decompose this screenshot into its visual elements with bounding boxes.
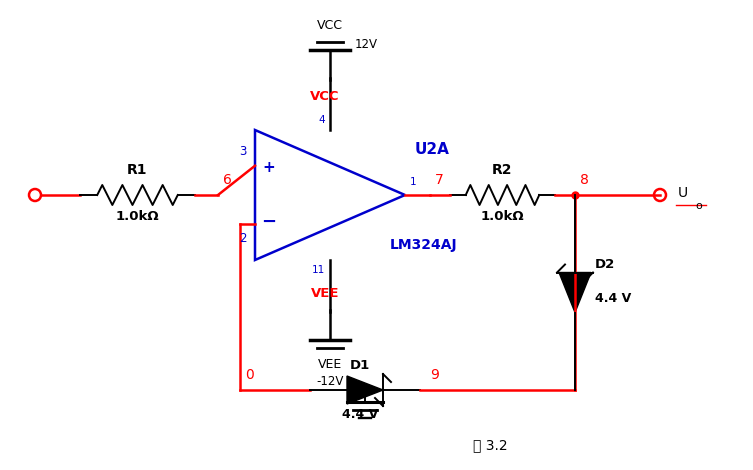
Text: D1: D1 — [350, 359, 370, 372]
Text: 4: 4 — [319, 115, 325, 125]
Text: 4.4 V: 4.4 V — [595, 292, 631, 306]
Text: 2: 2 — [239, 232, 247, 245]
Text: 1: 1 — [410, 177, 416, 187]
Text: +: + — [263, 160, 276, 175]
Polygon shape — [559, 273, 591, 313]
Text: VCC: VCC — [317, 19, 343, 32]
Text: 3: 3 — [239, 145, 247, 158]
Text: VEE: VEE — [318, 358, 342, 371]
Text: 9: 9 — [430, 368, 439, 382]
Text: o: o — [695, 201, 702, 211]
Text: 1.0kΩ: 1.0kΩ — [480, 210, 524, 223]
Text: -12V: -12V — [316, 375, 343, 388]
Polygon shape — [347, 376, 383, 404]
Text: R1: R1 — [127, 163, 148, 177]
Text: 6: 6 — [223, 173, 232, 187]
Text: 11: 11 — [312, 265, 325, 275]
Text: R2: R2 — [492, 163, 513, 177]
Text: 7: 7 — [435, 173, 444, 187]
Text: 4.4 V: 4.4 V — [342, 408, 378, 421]
Text: 图 3.2: 图 3.2 — [473, 438, 508, 452]
Text: VEE: VEE — [311, 287, 340, 300]
Text: U: U — [678, 186, 688, 200]
Text: 1.0kΩ: 1.0kΩ — [116, 210, 160, 223]
Text: −: − — [261, 213, 276, 231]
Text: 0: 0 — [245, 368, 254, 382]
Text: 8: 8 — [580, 173, 589, 187]
Text: 12V: 12V — [355, 39, 378, 52]
Text: U2A: U2A — [415, 142, 450, 157]
Text: VCC: VCC — [310, 90, 340, 103]
Text: LM324AJ: LM324AJ — [390, 238, 458, 252]
Text: D2: D2 — [595, 258, 615, 271]
